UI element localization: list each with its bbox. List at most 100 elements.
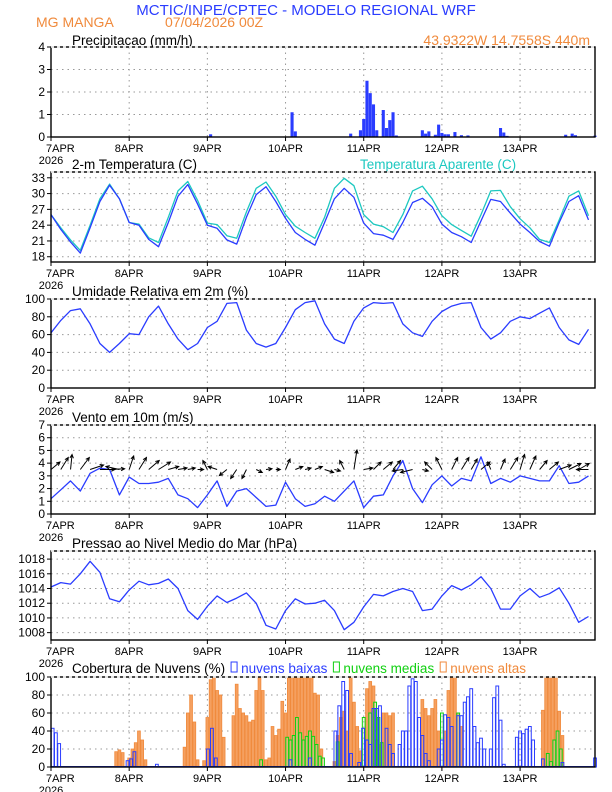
year-label: 2026 — [39, 406, 63, 418]
x-tick-label: 10APR — [268, 646, 303, 658]
y-tick-label: 1012 — [18, 596, 45, 610]
y-tick-label: 5 — [38, 443, 45, 457]
wind-vector-arrow — [399, 469, 413, 474]
y-tick-label: 3 — [38, 469, 45, 483]
wind-vector-arrow — [218, 469, 228, 477]
precip-bar — [564, 134, 568, 137]
year-label: 2026 — [39, 658, 63, 670]
high-cloud-bar — [277, 728, 281, 768]
x-tick-label: 8APR — [115, 394, 144, 406]
precip-bar — [349, 133, 353, 137]
high-cloud-bar — [241, 712, 245, 768]
rh-panel: 0 20 40 60 80 100 7APR 8APR 9APR 10APR 11APR 12APR 1… — [25, 292, 596, 418]
wind-vector-arrow — [578, 462, 591, 470]
wind-vector-arrow — [79, 456, 91, 470]
mid-cloud-bar — [314, 744, 319, 768]
high-cloud-bar — [267, 757, 272, 768]
y-tick-label: 33 — [32, 171, 46, 185]
x-tick-label: 11APR — [347, 773, 381, 785]
mid-cloud-bar — [301, 739, 306, 768]
high-cloud-bar — [195, 759, 200, 768]
legend-low-clouds-icon — [230, 661, 238, 673]
precip-bar — [570, 133, 574, 137]
wind-vector-arrow — [265, 466, 274, 472]
y-tick-label: 27 — [32, 202, 46, 216]
wind-vector-arrow — [207, 465, 218, 470]
x-tick-label: 13APR — [503, 268, 538, 280]
precip-bar — [375, 130, 379, 137]
wind-vector-arrow — [168, 465, 180, 470]
wind-vector-arrow — [314, 465, 324, 470]
high-cloud-bar — [352, 701, 356, 768]
x-tick-label: 9APR — [193, 646, 222, 658]
precip-bar — [443, 134, 447, 137]
wind-vector-arrow — [568, 462, 582, 470]
mid-cloud-bar — [298, 732, 303, 768]
wind-vector-arrow — [470, 458, 478, 470]
y-tick-label: 100 — [25, 292, 45, 306]
precip-bar — [371, 104, 376, 137]
y-tick-label: 30 — [32, 187, 46, 201]
x-tick-label: 9APR — [193, 394, 222, 406]
wind-vector-arrow — [275, 467, 282, 472]
precip-bar — [459, 135, 463, 137]
wind-vector-arrow — [177, 466, 189, 471]
year-label: 2026 — [39, 155, 63, 167]
year-label: 2026 — [39, 280, 63, 292]
high-cloud-bar — [430, 708, 434, 768]
x-tick-label: 9APR — [193, 143, 222, 155]
wind-vector-arrow — [575, 467, 589, 472]
apparent-temp-legend: Temperatura Aparente (C) — [360, 157, 516, 172]
y-tick-label: 40 — [32, 724, 46, 738]
precip-bar — [365, 80, 369, 137]
high-cloud-bar — [218, 694, 223, 768]
precip-bar — [209, 134, 213, 137]
mid-cloud-bar — [545, 753, 550, 768]
y-tick-label: 20 — [32, 363, 46, 377]
wind-vector-arrow — [363, 466, 374, 471]
y-tick-label: 2 — [38, 482, 45, 496]
wind-vector-arrow — [486, 460, 492, 470]
wind-vector-arrow — [128, 454, 135, 470]
wind-vector-arrow — [519, 453, 526, 470]
precip-bar — [420, 130, 424, 137]
high-cloud-bar — [120, 752, 125, 768]
wind-vector-arrow — [373, 461, 382, 470]
y-tick-label: 80 — [32, 310, 46, 324]
precip-bar — [446, 134, 450, 137]
y-tick-label: 0 — [38, 760, 45, 774]
precip-bar — [368, 93, 372, 137]
y-tick-label: 4 — [38, 456, 45, 470]
high-cloud-bar — [453, 676, 457, 768]
temp-line — [50, 183, 590, 254]
legend-low-clouds: nuvens baixas — [241, 661, 328, 676]
y-tick-label: 1018 — [18, 552, 45, 566]
y-tick-label: 1 — [38, 494, 45, 508]
y-tick-label: 1008 — [18, 626, 45, 640]
legend-mid-clouds: nuvens medias — [343, 661, 434, 676]
precip-bar — [433, 134, 437, 137]
high-cloud-bar — [140, 739, 145, 768]
wind-vector-arrow — [230, 469, 238, 480]
x-tick-label: 10APR — [268, 143, 303, 155]
year-label: 2026 — [39, 532, 63, 544]
y-tick-label: 0 — [38, 130, 45, 144]
wind-vector-arrow — [339, 459, 345, 470]
wind-title: Vento em 10m (m/s) — [72, 410, 194, 425]
y-tick-label: 21 — [32, 234, 46, 248]
y-tick-label: 6 — [38, 431, 45, 445]
precip-bar — [466, 135, 470, 137]
legend-high-clouds-icon — [439, 661, 447, 673]
high-cloud-bar — [221, 736, 226, 768]
x-tick-label: 12APR — [424, 268, 459, 280]
rh-line — [50, 300, 590, 354]
x-tick-label: 12APR — [424, 520, 459, 532]
precip-bar — [362, 119, 366, 137]
x-tick-label: 13APR — [503, 520, 538, 532]
x-tick-label: 12APR — [424, 773, 459, 785]
x-tick-label: 7APR — [46, 520, 75, 532]
y-tick-label: 80 — [32, 688, 46, 702]
